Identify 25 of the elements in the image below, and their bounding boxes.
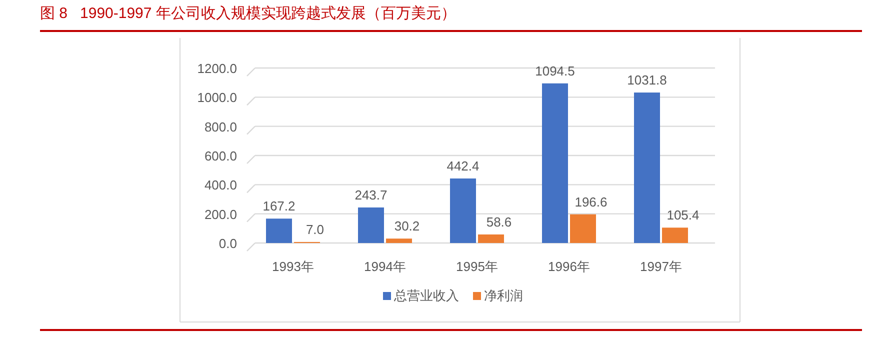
y-tick-label: 200.0 [204,206,237,222]
data-label: 58.6 [486,214,512,230]
y-tick-label: 800.0 [204,119,237,134]
data-label: 105.4 [666,208,700,223]
legend-label: 总营业收入 [393,288,459,303]
y-tick-label: 1200.0 [197,61,237,76]
y-tick-label: 1000.0 [197,90,237,106]
data-label: 196.6 [574,194,608,210]
x-tick-label: 1994年 [364,259,406,274]
x-tick-label: 1996年 [548,259,590,274]
legend-label: 净利润 [484,288,523,303]
data-label: 30.2 [394,218,420,234]
y-tick-label: 0.0 [218,236,237,251]
data-label: 442.4 [446,158,480,174]
x-tick-label: 1993年 [272,259,314,274]
data-label: 243.7 [354,187,388,202]
chart-title: 图 8 1990-1997 年公司收入规模实现跨越式发展（百万美元） [40,5,456,22]
data-label: 1094.5 [535,63,575,78]
x-tick-label: 1995年 [456,259,498,274]
data-label: 1031.8 [627,72,667,88]
y-tick-label: 400.0 [204,178,237,193]
data-label: 167.2 [262,198,296,214]
y-tick-label: 600.0 [204,148,237,164]
data-label: 7.0 [306,222,324,237]
x-tick-label: 1997年 [640,259,682,274]
